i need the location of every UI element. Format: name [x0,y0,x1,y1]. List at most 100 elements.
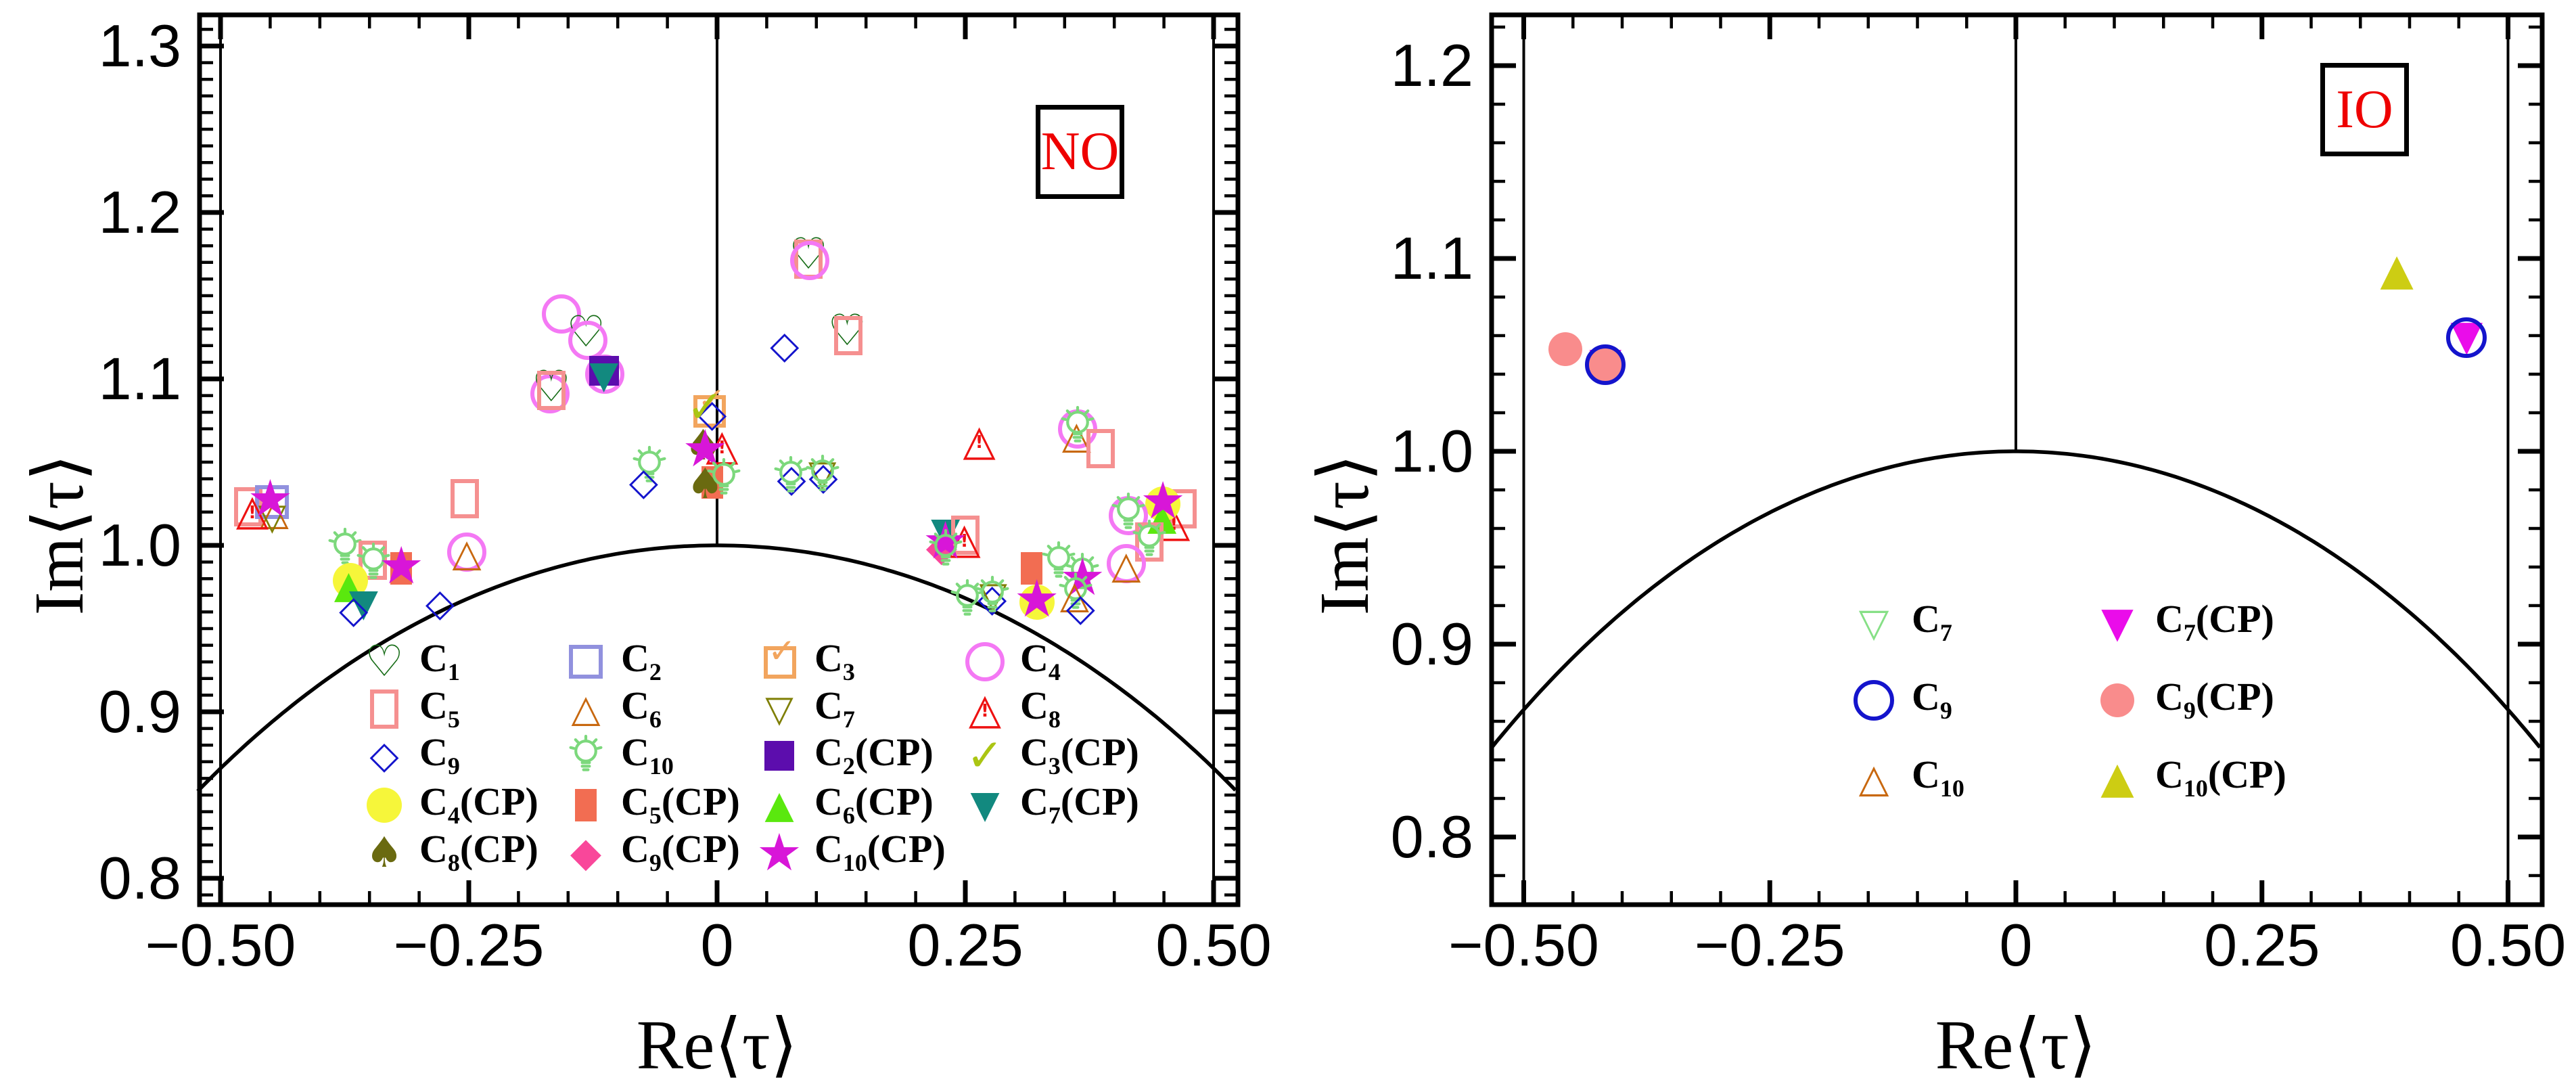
diamond-open-icon: ◇ [1065,586,1095,631]
checkbox-icon: ✓ [693,383,727,428]
checkbox-icon-legend: ✓ [764,634,796,679]
triangle-up-open-icon-legend: △ [571,687,601,731]
NO-x-tick-label: 0.25 [907,911,1024,978]
IO-legend-label: C7 [1912,597,1952,646]
diamond-filled-icon-legend: ◆ [570,829,602,876]
triangle-down-open-icon: ▽ [258,495,287,539]
NO-y-tick-label: 0.9 [98,678,181,745]
circle-filled-icon-legend [2100,683,2134,717]
light-bulb-svg [356,543,390,579]
warning-exclamation: ! [960,530,969,551]
NO-legend-label: C5 [419,683,460,733]
triangle-down-open-icon-legend: ▽ [1858,599,1889,646]
IO-y-tick-label: 1.2 [1390,32,1473,99]
circle-open-icon-legend [1854,680,1894,721]
IO-y-tick-label: 1.0 [1390,417,1473,484]
NO-x-tick-label: −0.50 [145,911,296,978]
light-bulb-svg [1065,552,1099,589]
warning-triangle-icon-legend: △! [965,687,1005,729]
light-bulb-icon [1058,572,1093,614]
no-panel-tag: NO [1036,105,1124,199]
NO-x-tick-label: −0.25 [393,911,545,978]
NO-y-tick-label: 1.3 [98,12,181,79]
IO-unit-circle-arc [1490,449,2542,749]
spade-icon-legend: ♠ [365,828,403,877]
light-bulb-svg [328,527,361,564]
io-panel-tag: IO [2320,63,2409,156]
warning-triangle-outline: △ [235,485,269,535]
light-bulb-svg [1059,572,1092,610]
warning-exclamation: ! [975,432,984,453]
NO-y-tick-label: 0.8 [98,844,181,911]
IO-x-tick-label: 0.50 [2450,911,2567,978]
rect-open-icon [234,487,263,527]
warning-exclamation: ! [248,502,256,523]
light-bulb-icon [1041,541,1076,583]
IO-legend-label: C10 [1912,752,1964,802]
light-bulb-svg [1042,541,1076,578]
rect-open-icon-legend [370,689,398,729]
NO-legend-label: C5(CP) [621,779,740,829]
triangle-down-filled-icon-legend: ▼ [2101,597,2134,647]
diamond-open-icon: ◇ [339,587,369,632]
warning-exclamation: ! [981,701,989,722]
NO-legend-label: C6(CP) [814,779,934,829]
square-filled-icon-legend [764,741,794,771]
circle-filled-icon [1019,584,1055,620]
triangle-up-open-icon: △ [259,489,289,534]
warning-triangle-outline: △ [963,415,996,465]
light-bulb-svg [569,735,603,771]
rect-open-icon [536,371,566,411]
light-bulb-svg [1132,519,1166,556]
light-bulb-icon [356,543,391,585]
NO-legend-label: C6 [621,683,662,733]
no-x-axis-title: Re⟨τ⟩ [636,1006,798,1084]
triangle-up-open-icon: △ [1111,543,1141,587]
NO-legend-label: C8 [1020,683,1061,733]
check-mark-icon-legend: ✓ [966,729,1004,782]
star-filled-icon: ★ [378,535,425,595]
light-bulb-icon [805,454,840,497]
warning-triangle-outline: △ [706,420,739,470]
NO-y-tick-label: 1.2 [98,179,181,246]
io-y-axis-title: Im⟨τ⟩ [1306,453,1383,616]
light-bulb-svg [1061,406,1095,443]
circle-open-icon [1585,344,1626,385]
IO-x-tick-label: −0.25 [1694,911,1845,978]
io-panel-label: IO [2336,79,2393,139]
rect-filled-icon [390,552,413,585]
triangle-up-open-icon: △ [1059,572,1090,617]
diamond-open-icon: ◇ [697,391,727,436]
IO-y-tick-label: 0.9 [1390,610,1473,677]
triangle-up-open-icon: △ [452,531,482,576]
triangle-down-filled-icon-legend: ▼ [970,783,1000,827]
light-bulb-icon [632,446,667,488]
NO-legend-label: C7 [814,683,855,733]
rect-filled-icon-legend [575,789,597,821]
circle-open-icon-legend [965,642,1005,681]
diamond-open-icon: ◇ [628,459,658,504]
NO-x-tick-label: 0 [700,911,734,978]
square-filled-icon [589,355,619,386]
IO-x-tick-label: 0.25 [2204,911,2320,978]
circle-filled-icon [333,562,369,598]
IO-legend-label: C9 [1912,675,1952,724]
IO-x-tick-label: −0.50 [1448,911,1599,978]
triangle-up-filled-icon-legend: ▲ [764,783,794,827]
NO-legend-label: C4(CP) [419,779,538,829]
light-bulb-icon [1060,406,1095,448]
NO-legend-label: C10(CP) [814,827,946,876]
triangle-down-filled-icon: ▼ [589,353,619,398]
warning-exclamation: ! [1170,514,1178,535]
no-panel-label: NO [1040,122,1120,181]
NO-legend-label: C1 [419,636,460,685]
IO-legend-label: C10(CP) [2155,752,2286,802]
circle-open-icon [789,241,829,281]
NO-legend-label: C9(CP) [621,827,740,876]
diamond-open-icon: ◇ [425,581,455,626]
light-bulb-svg [929,529,963,566]
NO-y-tick-label: 1.1 [98,345,181,412]
circle-open-icon [1106,544,1146,584]
